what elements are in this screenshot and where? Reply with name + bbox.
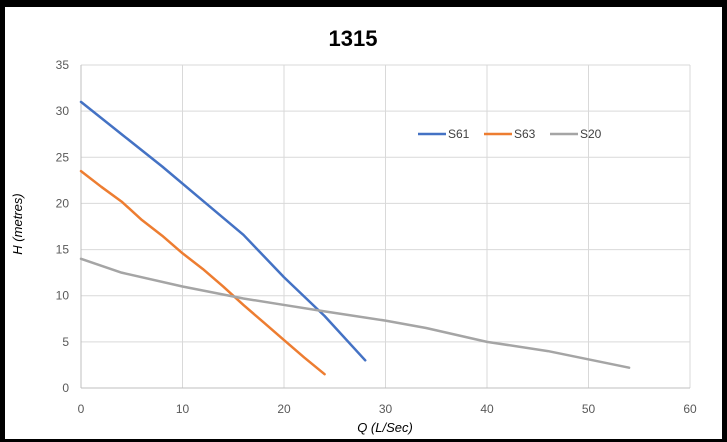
- x-tick-label: 40: [480, 402, 494, 416]
- x-tick-label: 50: [582, 402, 596, 416]
- y-tick-label: 10: [56, 289, 70, 303]
- legend-label-s63: S63: [514, 127, 536, 141]
- y-axis-title: H (metres): [10, 193, 25, 254]
- x-tick-label: 30: [379, 402, 393, 416]
- x-tick-label: 0: [78, 402, 85, 416]
- legend-label-s61: S61: [448, 127, 470, 141]
- series-lines: [79, 100, 631, 376]
- series-line-s20: [79, 257, 631, 369]
- y-tick-label: 35: [56, 58, 70, 72]
- axes: 0 10 20 30 40 50 60 0 5 10 15 20 25 30 35: [56, 58, 697, 416]
- y-tick-label: 15: [56, 243, 70, 257]
- x-tick-label: 60: [683, 402, 697, 416]
- y-tick-label: 20: [56, 196, 70, 210]
- legend: S61 S63 S20: [418, 127, 602, 141]
- y-tick-label: 30: [56, 104, 70, 118]
- y-tick-label: 5: [62, 335, 69, 349]
- x-axis-title: Q (L/Sec): [357, 420, 413, 435]
- series-line-s63: [79, 169, 326, 376]
- x-tick-label: 10: [176, 402, 190, 416]
- chart-area-background: [5, 7, 722, 439]
- legend-label-s20: S20: [580, 127, 602, 141]
- x-tick-label: 20: [277, 402, 291, 416]
- y-tick-label: 25: [56, 150, 70, 164]
- chart-title: 1315: [329, 26, 378, 51]
- gridlines: [81, 64, 691, 388]
- y-tick-label: 0: [62, 381, 69, 395]
